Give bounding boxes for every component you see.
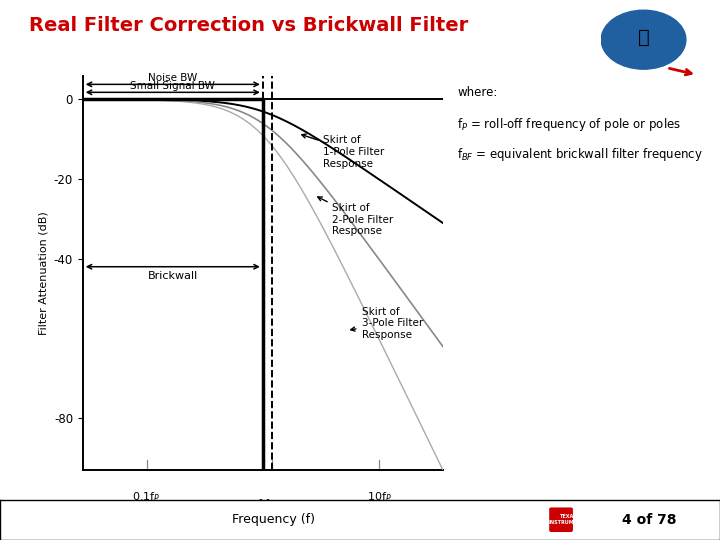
Text: Noise BW: Noise BW: [148, 73, 197, 83]
Text: 4 of 78: 4 of 78: [622, 513, 677, 526]
Text: f$_{BF}$ = equivalent brickwall filter frequency: f$_{BF}$ = equivalent brickwall filter f…: [457, 146, 703, 163]
Text: Small Signal BW: Small Signal BW: [130, 81, 215, 91]
Text: f$_P$: f$_P$: [258, 498, 268, 511]
Circle shape: [601, 10, 686, 69]
Text: Skirt of
1-Pole Filter
Response: Skirt of 1-Pole Filter Response: [302, 134, 384, 168]
Text: TEXAS
INSTRUMENTS: TEXAS INSTRUMENTS: [549, 514, 589, 525]
Text: 0.1f$_P$: 0.1f$_P$: [132, 490, 161, 503]
Text: 🌐: 🌐: [638, 28, 649, 47]
Text: Frequency (f): Frequency (f): [232, 513, 315, 526]
Text: 10f$_P$: 10f$_P$: [366, 490, 392, 503]
Text: Brickwall: Brickwall: [148, 271, 198, 281]
Text: Real Filter Correction vs Brickwall Filter: Real Filter Correction vs Brickwall Filt…: [29, 16, 468, 35]
FancyBboxPatch shape: [549, 508, 573, 532]
Text: Skirt of
2-Pole Filter
Response: Skirt of 2-Pole Filter Response: [318, 197, 394, 236]
Text: Skirt of
3-Pole Filter
Response: Skirt of 3-Pole Filter Response: [351, 307, 423, 340]
Text: f$_P$ = roll-off frequency of pole or poles: f$_P$ = roll-off frequency of pole or po…: [457, 116, 681, 133]
FancyArrowPatch shape: [670, 69, 691, 75]
Text: f$_{BF}$: f$_{BF}$: [264, 498, 279, 511]
Y-axis label: Filter Attenuation (dB): Filter Attenuation (dB): [38, 211, 48, 335]
Text: where:: where:: [457, 86, 498, 99]
